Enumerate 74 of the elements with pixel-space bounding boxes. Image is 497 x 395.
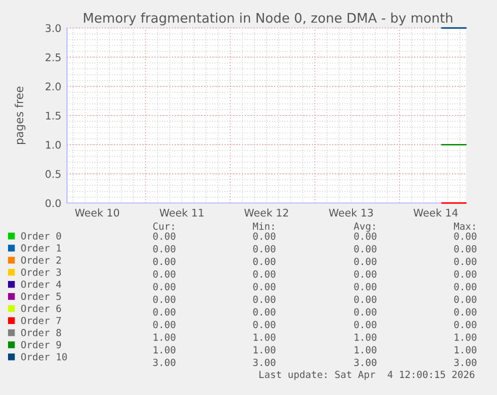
y-tick-label: 1.5 <box>46 112 61 120</box>
text: 0.00 <box>354 308 376 316</box>
y-tick-label: 2.0 <box>46 82 61 90</box>
text: 1.00 <box>354 346 376 354</box>
text: Cur: <box>153 222 174 230</box>
text: 0.00 <box>454 258 476 266</box>
text: 0.00 <box>354 296 376 303</box>
text: 3.00 <box>253 358 276 366</box>
text: 0.00 <box>454 270 476 278</box>
legend-label: Order 3 <box>21 268 61 276</box>
legend-label: Order 4 <box>21 280 62 288</box>
text: 0.00 <box>454 308 476 316</box>
y-axis-title: pages free <box>14 86 26 144</box>
text: 3.00 <box>153 358 176 366</box>
text: 0.00 <box>354 232 376 240</box>
text: 1.00 <box>354 333 376 341</box>
text: 0.00 <box>454 296 476 303</box>
x-tick-label: Week 14 <box>414 208 458 217</box>
x-tick-label: Week 10 <box>75 208 120 217</box>
chart-title: Memory fragmentation in Node 0, zone DMA - by month <box>84 12 452 26</box>
text: Last update: Sat Apr 4 12:00:15 2026 <box>259 370 474 380</box>
text: 0.00 <box>354 282 376 290</box>
text: 1.00 <box>454 346 476 354</box>
text: 0.00 <box>253 270 276 278</box>
text: 0.00 <box>153 282 176 290</box>
text: Min: <box>252 222 274 230</box>
legend-label: Order 1 <box>21 244 61 252</box>
text: 0.00 <box>153 270 176 278</box>
text: Avg: <box>354 222 375 232</box>
legend-label: Order 7 <box>21 316 61 324</box>
legend-label: Order 9 <box>21 340 61 348</box>
legend-label: Order 6 <box>21 304 61 312</box>
text: 0.00 <box>153 320 176 328</box>
text: 3.00 <box>354 358 376 366</box>
text: 0.00 <box>253 282 276 290</box>
text: 0.00 <box>253 320 276 328</box>
text: 0.00 <box>153 296 176 303</box>
text: 1.00 <box>454 333 476 341</box>
legend-label: Order 2 <box>21 256 61 264</box>
text: 0.00 <box>253 245 276 252</box>
text: Max: <box>454 222 475 230</box>
x-tick-label: Week 12 <box>244 208 288 217</box>
y-tick-label: 0.5 <box>46 170 61 178</box>
text: 0.00 <box>153 232 176 240</box>
y-tick-label: 3.0 <box>46 24 61 32</box>
x-tick-label: Week 11 <box>160 208 204 217</box>
legend-label: Order 10 <box>21 352 67 360</box>
x-tick-label: Week 13 <box>328 208 373 217</box>
text: 1.00 <box>154 346 176 354</box>
text: 0.00 <box>454 320 476 328</box>
text: 0.00 <box>354 258 376 266</box>
text: 1.00 <box>154 333 176 341</box>
legend-label: Order 8 <box>21 328 61 336</box>
text: 0.00 <box>454 245 476 252</box>
text: 0.00 <box>253 308 276 316</box>
text: 0.00 <box>454 232 476 240</box>
text: 1.00 <box>254 333 276 341</box>
text: 0.00 <box>253 232 276 240</box>
text: 0.00 <box>354 320 376 328</box>
text: 0.00 <box>354 270 376 278</box>
text: 0.00 <box>153 258 176 266</box>
text: 0.00 <box>153 308 176 316</box>
text: 0.00 <box>354 245 376 252</box>
text: 1.00 <box>254 346 276 354</box>
y-tick-label: 2.5 <box>46 53 61 62</box>
text: 3.00 <box>454 358 476 366</box>
text: 0.00 <box>253 258 276 266</box>
legend-label: Order 5 <box>21 292 61 300</box>
text: 0.00 <box>253 296 276 303</box>
y-tick-label: 0.0 <box>46 199 61 208</box>
text: 0.00 <box>153 245 176 252</box>
y-tick-label: 1.0 <box>46 140 61 149</box>
text: 0.00 <box>454 282 476 290</box>
legend-label: Order 0 <box>21 232 61 240</box>
